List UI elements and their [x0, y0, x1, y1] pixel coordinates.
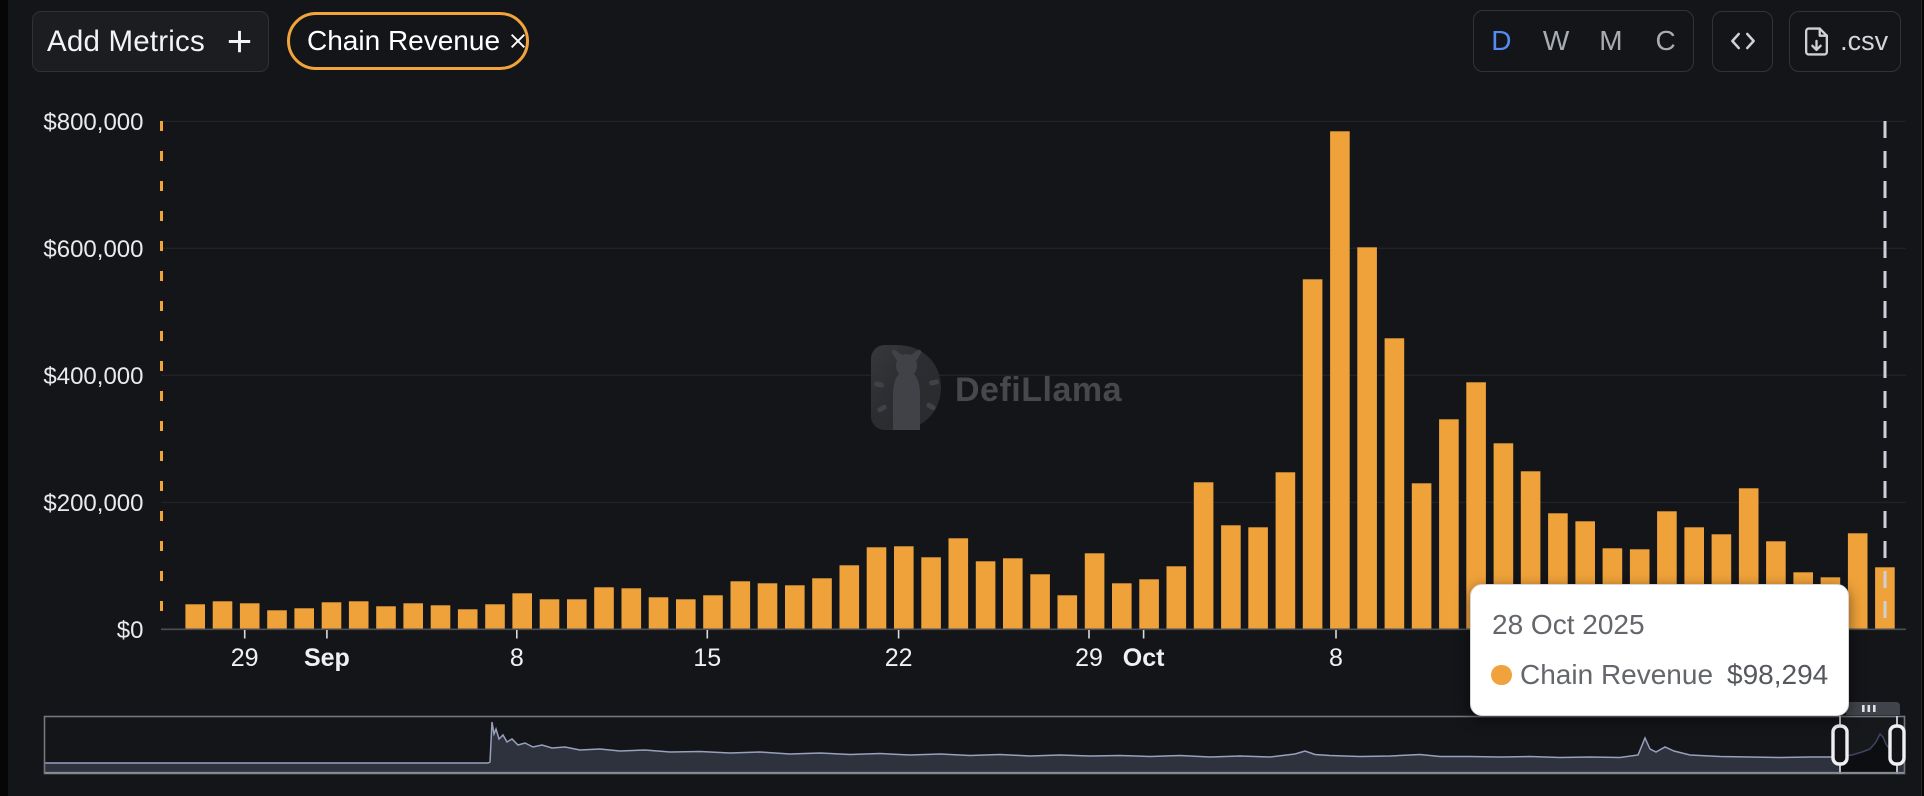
svg-text:DefiLlama: DefiLlama [955, 371, 1123, 409]
svg-text:8: 8 [510, 644, 524, 672]
svg-text:22: 22 [885, 644, 913, 672]
svg-text:15: 15 [693, 644, 721, 672]
svg-text:$600,000: $600,000 [43, 236, 143, 263]
svg-text:$400,000: $400,000 [43, 363, 143, 390]
svg-text:8: 8 [1329, 644, 1343, 672]
svg-text:$200,000: $200,000 [43, 490, 143, 517]
svg-text:$800,000: $800,000 [43, 109, 143, 136]
svg-text:Sep: Sep [304, 644, 350, 672]
svg-text:29: 29 [231, 644, 259, 672]
svg-text:29: 29 [1075, 644, 1103, 672]
svg-text:$0: $0 [117, 617, 144, 644]
svg-text:Oct: Oct [1123, 644, 1165, 672]
